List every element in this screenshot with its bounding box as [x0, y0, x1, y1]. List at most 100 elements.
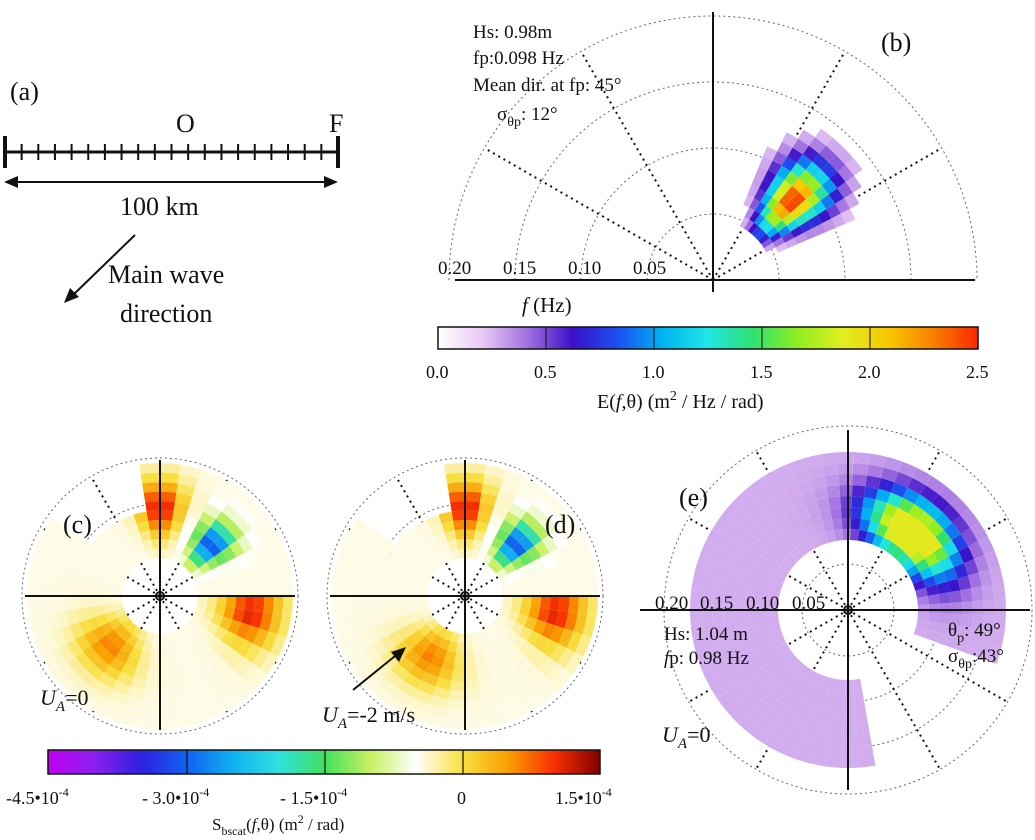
spectrum-cell — [465, 463, 486, 475]
spectrum-cell — [109, 657, 126, 673]
spectrum-cell — [451, 671, 465, 682]
spectrum-cell — [439, 638, 451, 651]
spectrum-cell — [431, 622, 443, 635]
spectrum-cell — [777, 207, 790, 220]
spectrum-cell — [828, 188, 845, 204]
panel-b-radial-tick-3: 0.05 — [633, 258, 666, 279]
spectrum-cell — [487, 557, 499, 570]
spectrum-cell — [746, 585, 759, 598]
spectrum-cell — [801, 727, 818, 742]
spectrum-cell — [346, 517, 366, 540]
spectrum-cell — [60, 548, 76, 567]
spectrum-cell — [859, 518, 871, 532]
spectrum-cell — [454, 652, 465, 663]
spectrum-cell — [38, 613, 52, 635]
spectrum-cell — [978, 569, 993, 587]
spectrum-cell — [717, 692, 736, 712]
spectrum-cell — [51, 628, 67, 648]
spectrum-cell — [453, 520, 465, 531]
spectrum-cell — [521, 477, 544, 497]
spectrum-cell — [33, 634, 50, 657]
spectrum-cell — [211, 688, 233, 707]
spectrum-cell — [473, 650, 486, 662]
spectrum-cell — [171, 550, 182, 563]
spectrum-cell — [915, 587, 928, 598]
spectrum-cell — [960, 613, 973, 628]
e-grid-spoke — [847, 609, 941, 770]
spectrum-cell — [518, 551, 533, 566]
spectrum-cell — [937, 622, 950, 635]
spectrum-cell — [486, 545, 499, 558]
spectrum-cell — [942, 504, 961, 523]
spectrum-cell — [545, 508, 565, 529]
spectrum-cell — [55, 596, 67, 613]
spectrum-cell — [799, 678, 813, 693]
spectrum-cell — [244, 596, 255, 611]
spectrum-cell — [176, 483, 196, 497]
spectrum-cell — [772, 636, 787, 649]
spectrum-cell — [938, 485, 958, 505]
spectrum-cell — [896, 551, 911, 566]
spectrum-cell — [768, 684, 785, 700]
spectrum-cell — [564, 517, 584, 540]
spectrum-cell — [992, 582, 1006, 600]
spectrum-cell — [94, 604, 106, 617]
spectrum-cell — [96, 565, 110, 579]
spectrum-cell — [431, 634, 444, 647]
spectrum-cell — [439, 541, 451, 554]
spectrum-cell — [465, 699, 483, 710]
spectrum-cell — [566, 539, 583, 561]
spectrum-cell — [389, 606, 402, 620]
spectrum-cell — [532, 522, 550, 541]
spectrum-cell — [229, 634, 245, 652]
spectrum-cell — [781, 524, 797, 540]
spectrum-cell — [828, 677, 839, 691]
spectrum-cell — [223, 572, 236, 586]
spectrum-cell — [897, 537, 912, 552]
spectrum-cell — [756, 597, 768, 608]
spectrum-cell — [152, 548, 160, 559]
spectrum-cell — [465, 671, 479, 682]
spectrum-cell — [920, 485, 939, 503]
spectrum-cell — [797, 199, 812, 214]
spectrum-cell — [500, 697, 522, 714]
spectrum-cell — [160, 633, 168, 644]
spectrum-cell — [777, 662, 792, 677]
spectrum-cell — [38, 557, 52, 579]
wave-direction-label-1: Main wave — [108, 260, 224, 289]
spectrum-cell — [244, 528, 262, 549]
panel-b-mean-dir: Mean dir. at fp: 45° — [473, 75, 621, 96]
spectrum-cell — [195, 478, 217, 495]
spectrum-cell — [825, 137, 844, 155]
spectrum-cell — [938, 556, 954, 572]
spectrum-cell — [750, 725, 771, 744]
spectrum-cell — [735, 697, 754, 716]
spectrum-cell — [784, 682, 800, 698]
spectrum-cell — [723, 500, 743, 520]
spectrum-cell — [203, 502, 222, 520]
spectrum-cell — [28, 554, 43, 577]
spectrum-cell — [706, 647, 722, 666]
spectrum-cell — [862, 497, 876, 511]
spectrum-cell — [944, 634, 959, 649]
spectrum-cell — [453, 661, 465, 672]
spectrum-cell — [763, 146, 778, 161]
spectrum-cell — [420, 649, 435, 664]
spectrum-cell — [216, 585, 227, 596]
spectrum-cell — [888, 517, 903, 532]
spectrum-cell — [165, 549, 175, 560]
spectrum-cell — [190, 649, 205, 664]
spectrum-cell — [112, 680, 131, 696]
spectrum-cell — [822, 218, 836, 232]
spectrum-cell — [797, 737, 816, 753]
spectrum-cell — [143, 491, 160, 503]
spectrum-cell — [99, 526, 116, 543]
spectrum-cell — [708, 679, 727, 699]
spectrum-cell — [86, 663, 105, 681]
spectrum-cell — [715, 532, 733, 551]
spectrum-cell — [418, 623, 432, 637]
spectrum-cell — [837, 181, 853, 199]
spectrum-cell — [516, 485, 538, 504]
spectrum-cell — [450, 549, 460, 560]
spectrum-cell — [142, 641, 153, 653]
